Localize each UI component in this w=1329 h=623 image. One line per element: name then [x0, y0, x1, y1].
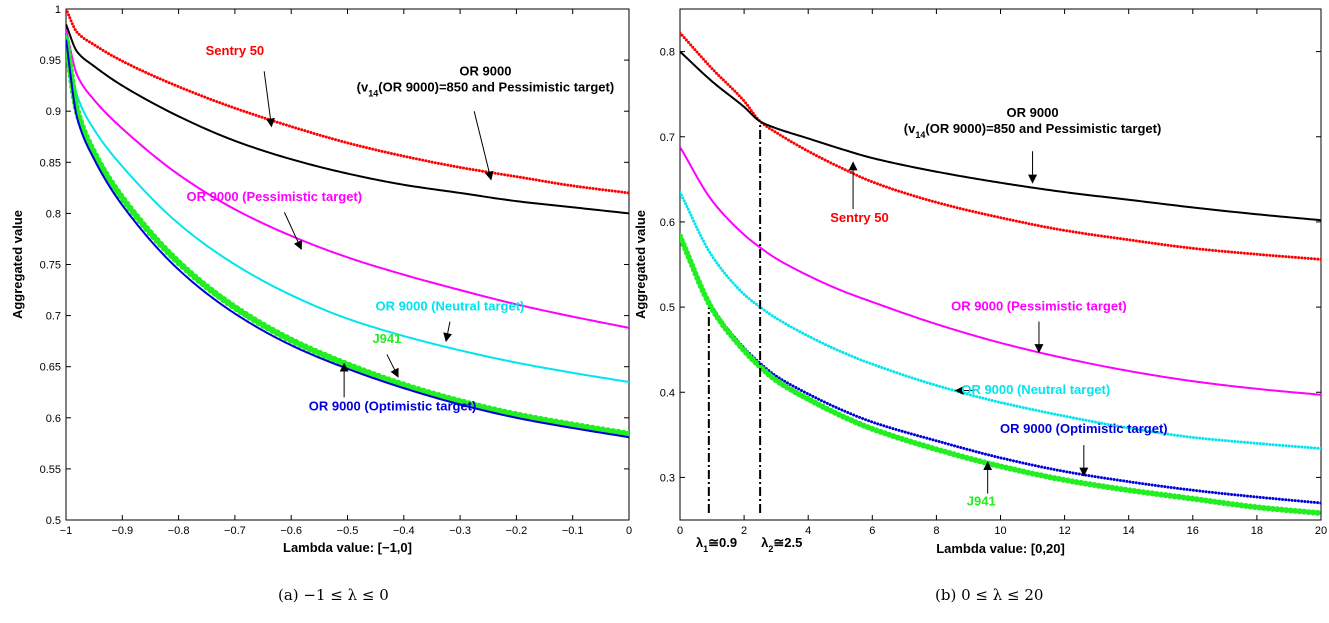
y-tick-label: 0.3 — [660, 472, 675, 484]
y-tick-label: 0.55 — [40, 464, 61, 476]
x-tick-label: 4 — [805, 525, 811, 537]
x-tick-label: −0.6 — [280, 525, 302, 537]
y-axis-label: Aggregated value — [10, 210, 25, 319]
annotation-label-j941: J941 — [372, 331, 401, 346]
x-tick-label: −0.7 — [224, 525, 246, 537]
reference-vline-label-1: λ1≅0.9 — [696, 535, 737, 554]
x-tick-label: 16 — [1187, 525, 1199, 537]
x-tick-label: −0.2 — [506, 525, 528, 537]
series-line-j941 — [680, 233, 1321, 517]
x-tick-label: 18 — [1251, 525, 1263, 537]
x-tick-label: 6 — [869, 525, 875, 537]
series-group — [680, 31, 1321, 517]
annotation-label-or_pess: OR 9000 (Pessimistic target) — [951, 298, 1127, 313]
series-line-sentry — [680, 31, 1321, 261]
y-tick-label: 0.7 — [46, 311, 61, 323]
series-line-or_v14 — [66, 23, 629, 215]
series-line-or_neutral — [66, 34, 629, 384]
y-axis-label: Aggregated value — [633, 210, 648, 319]
annotation-label-or_v14: OR 9000 — [459, 63, 511, 78]
x-tick-label: −0.1 — [562, 525, 584, 537]
x-tick-label: −0.3 — [449, 525, 471, 537]
x-axis-label: Lambda value: [−1,0] — [283, 540, 412, 555]
annotation-label-sentry: Sentry 50 — [830, 210, 889, 225]
reference-vline-label-2: λ2≅2.5 — [761, 535, 802, 554]
y-tick-label: 0.95 — [40, 55, 61, 67]
annotation-arrow-or_pess — [283, 212, 303, 250]
annotation-label-sentry: Sentry 50 — [206, 43, 265, 58]
annotation-label-or_opt: OR 9000 (Optimistic target) — [1000, 421, 1168, 436]
y-tick-label: 1 — [55, 4, 61, 16]
chart-panel-b: 0 2 4 6 8 10 12 14 16 18 20 0.3 0.4 0.5 0.6 0.7 0.8 Lambd… — [633, 8, 1327, 556]
caption-a: (a) −1 ≤ λ ≤ 0 — [278, 586, 389, 604]
series-line-or_neutral — [680, 190, 1321, 450]
x-tick-label: −0.9 — [111, 525, 133, 537]
annotation-arrow-j941 — [386, 354, 399, 378]
y-tick-label: 0.8 — [660, 47, 675, 59]
x-tick-label: 8 — [933, 525, 939, 537]
y-tick-label: 0.85 — [40, 157, 61, 169]
series-line-or_v14 — [680, 50, 1321, 222]
series-line-or_pess — [680, 146, 1321, 396]
x-tick-label: −1 — [60, 525, 73, 537]
annotation-label-or_v14: (v14(OR 9000)=850 and Pessimistic target… — [357, 79, 615, 98]
y-tick-label: 0.5 — [46, 515, 61, 527]
annotation-label-or_v14: OR 9000 — [1007, 105, 1059, 120]
x-tick-label: 2 — [741, 525, 747, 537]
x-tick-label: 0 — [677, 525, 683, 537]
x-tick-label: 0 — [626, 525, 632, 537]
x-tick-label: 10 — [994, 525, 1006, 537]
y-tick-label: 0.8 — [46, 208, 61, 220]
series-line-or_opt — [66, 39, 629, 439]
plot-area-frame — [679, 8, 1322, 521]
series-line-j941 — [66, 36, 629, 438]
y-tick-label: 0.6 — [46, 413, 61, 425]
chart-panel-a: −1 −0.9 −0.8 −0.7 −0.6 −0.5 −0.4 −0.3 −0.2 −0.1 0 0… — [10, 4, 632, 555]
annotation-label-or_neutral: OR 9000 (Neutral target) — [376, 298, 525, 313]
y-tick-label: 0.75 — [40, 260, 61, 272]
y-tick-label: 0.9 — [46, 106, 61, 118]
y-tick-label: 0.7 — [660, 132, 675, 144]
annotation-label-j941: J941 — [967, 494, 996, 509]
y-tick-label: 0.65 — [40, 362, 61, 374]
annotation-label-or_opt: OR 9000 (Optimistic target) — [309, 399, 477, 414]
y-tick-label: 0.4 — [660, 387, 675, 399]
x-tick-label: −0.4 — [393, 525, 415, 537]
annotation-arrow-sentry — [263, 71, 275, 128]
y-tick-label: 0.5 — [660, 302, 675, 314]
y-tick-label: 0.6 — [660, 217, 675, 229]
annotation-label-or_neutral: OR 9000 (Neutral target) — [961, 382, 1110, 397]
x-tick-label: −0.8 — [168, 525, 190, 537]
series-line-or_pess — [66, 28, 629, 329]
annotation-arrow-or_v14 — [473, 111, 494, 181]
x-tick-label: 12 — [1058, 525, 1070, 537]
annotation-arrow-or_neutral — [443, 321, 453, 343]
annotation-label-or_v14: (v14(OR 9000)=850 and Pessimistic target… — [904, 121, 1162, 140]
caption-b: (b) 0 ≤ λ ≤ 20 — [935, 586, 1044, 604]
x-tick-label: −0.5 — [337, 525, 359, 537]
plot-area-frame — [65, 8, 630, 521]
x-tick-label: 20 — [1315, 525, 1327, 537]
x-tick-label: 14 — [1123, 525, 1135, 537]
annotation-label-or_pess: OR 9000 (Pessimistic target) — [187, 189, 363, 204]
x-axis-label: Lambda value: [0,20] — [936, 541, 1065, 556]
